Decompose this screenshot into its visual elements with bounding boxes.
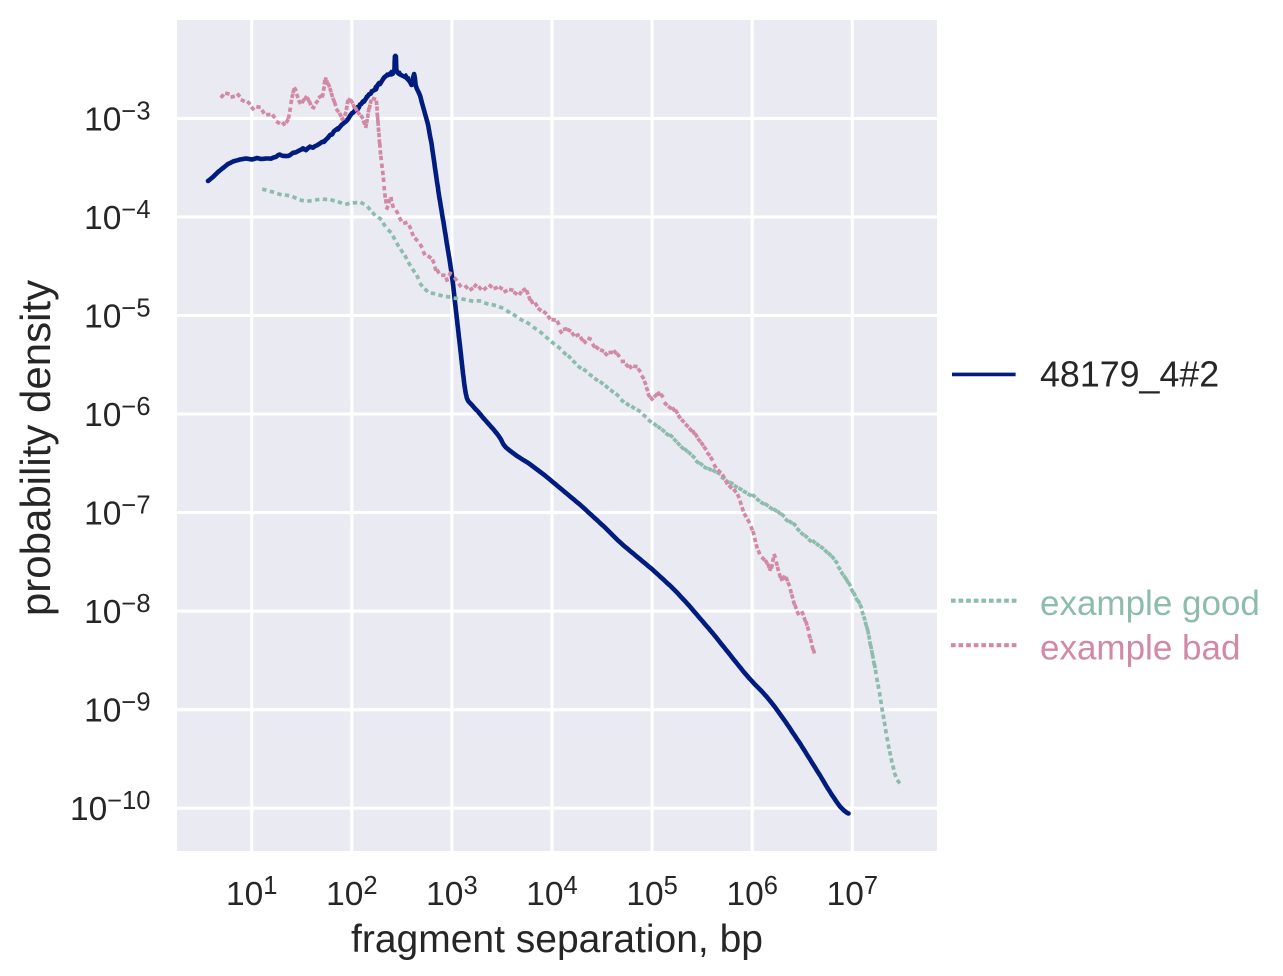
svg-text:example good: example good <box>1040 584 1260 623</box>
svg-text:102: 102 <box>326 872 377 913</box>
svg-text:probability density: probability density <box>12 280 59 616</box>
svg-text:fragment separation, bp: fragment separation, bp <box>351 918 763 961</box>
svg-text:107: 107 <box>827 872 878 913</box>
svg-text:example bad: example bad <box>1040 629 1240 668</box>
svg-text:48179_4#2: 48179_4#2 <box>1040 355 1219 395</box>
svg-text:10−7: 10−7 <box>84 492 150 533</box>
svg-text:106: 106 <box>726 872 777 913</box>
svg-text:10−9: 10−9 <box>84 689 150 730</box>
